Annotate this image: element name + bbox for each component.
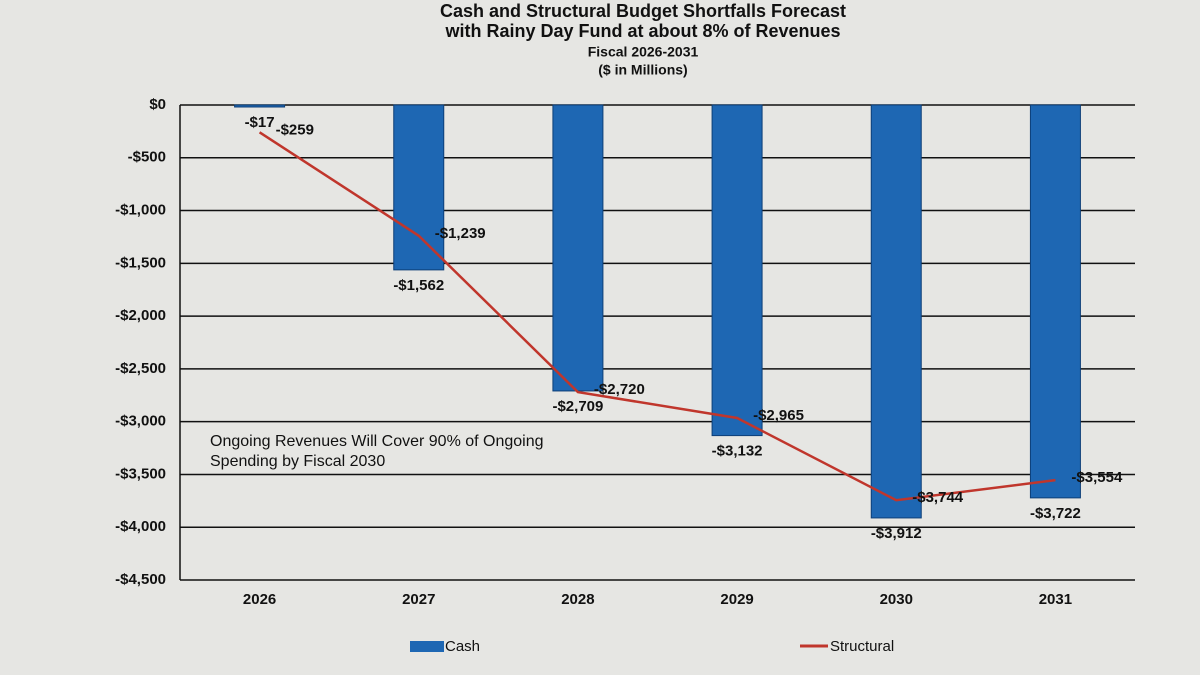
x-tick-label: 2029	[720, 591, 753, 608]
x-tick-label: 2031	[1039, 591, 1072, 608]
y-tick-label: -$4,000	[115, 518, 166, 535]
y-tick-label: -$1,000	[115, 202, 166, 219]
bar	[870, 104, 922, 519]
value-label: -$259	[276, 121, 314, 138]
annotation: Ongoing Revenues Will Cover 90% of Ongoi…	[210, 433, 544, 450]
value-label: -$2,965	[753, 407, 804, 424]
y-tick-label: -$3,000	[115, 413, 166, 430]
x-tick-label: 2026	[243, 591, 276, 608]
y-tick-label: -$2,500	[115, 360, 166, 377]
chart-subtitle: Fiscal 2026-2031	[588, 44, 699, 60]
y-tick-label: $0	[149, 96, 166, 113]
x-tick-label: 2027	[402, 591, 435, 608]
y-tick-label: -$500	[128, 149, 166, 166]
value-label: -$17	[245, 114, 275, 131]
x-tick-label: 2028	[561, 591, 594, 608]
chart-title: Cash and Structural Budget Shortfalls Fo…	[440, 1, 846, 21]
legend-label: Structural	[830, 638, 894, 655]
value-label: -$2,709	[552, 398, 603, 415]
bar	[1029, 104, 1081, 499]
chart-title: with Rainy Day Fund at about 8% of Reven…	[444, 21, 840, 41]
legend-swatch	[410, 641, 444, 652]
value-label: -$3,744	[912, 489, 964, 506]
bar	[234, 104, 286, 108]
y-tick-label: -$4,500	[115, 571, 166, 588]
y-tick-label: -$3,500	[115, 465, 166, 482]
legend-label: Cash	[445, 638, 480, 655]
bar	[711, 104, 763, 437]
value-label: -$1,239	[435, 225, 486, 242]
value-label: -$1,562	[393, 277, 444, 294]
value-label: -$3,722	[1030, 505, 1081, 522]
value-label: -$2,720	[594, 381, 645, 398]
chart-subtitle: ($ in Millions)	[598, 62, 687, 78]
line	[258, 131, 1056, 502]
value-label: -$3,554	[1071, 469, 1123, 486]
bar	[552, 104, 604, 392]
x-tick-label: 2030	[880, 591, 913, 608]
bar	[393, 104, 445, 271]
value-label: -$3,132	[712, 443, 763, 460]
value-label: -$3,912	[871, 525, 922, 542]
annotation: Spending by Fiscal 2030	[210, 453, 385, 470]
y-tick-label: -$1,500	[115, 254, 166, 271]
y-tick-label: -$2,000	[115, 307, 166, 324]
